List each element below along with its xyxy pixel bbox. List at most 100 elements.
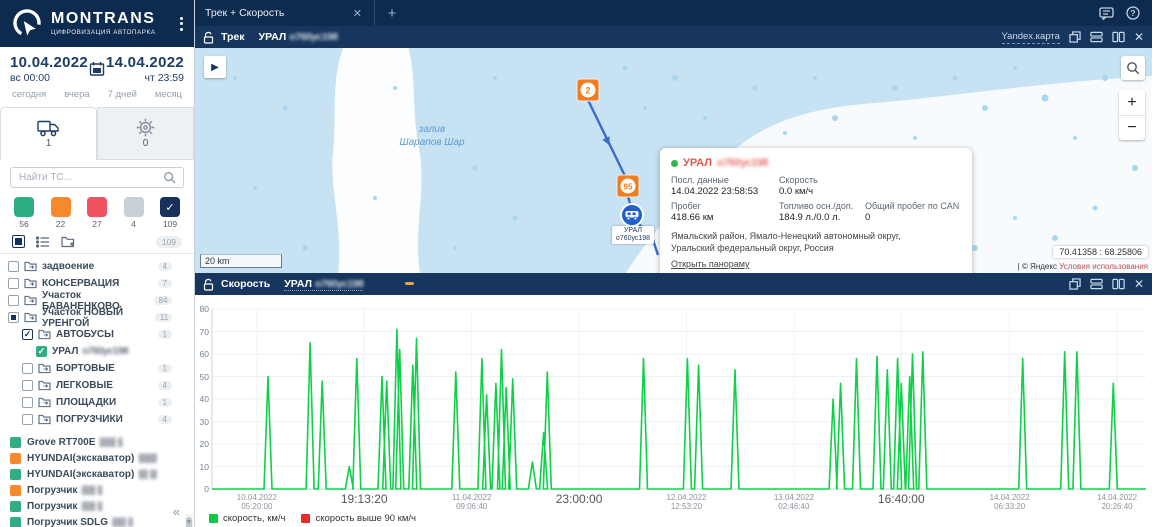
calendar-icon[interactable] <box>89 61 105 77</box>
y-axis-label: 20 <box>199 439 209 449</box>
tab-vehicles[interactable]: 1 <box>0 107 97 160</box>
vehicle-status-square <box>10 436 21 448</box>
scrollbar-thumb[interactable] <box>186 517 192 527</box>
checkbox[interactable] <box>8 261 19 272</box>
map-copyright: | © Яндекс Условия использования <box>1017 262 1148 271</box>
select-all-icon[interactable] <box>12 235 25 248</box>
tree-folder-row[interactable]: Участок БАВАНЕНКОВО 84 <box>0 290 194 312</box>
legend-item-1[interactable]: скорость выше 90 км/ч <box>301 513 416 524</box>
track-marker-end[interactable]: 95 <box>616 174 640 198</box>
split-horizontal-icon[interactable] <box>1090 31 1103 43</box>
checkbox[interactable]: ✓ <box>36 346 47 357</box>
date-to[interactable]: 14.04.2022 чт 23:59 <box>106 54 184 84</box>
vehicle-list-row[interactable]: Grove RT700E ||||||| || <box>0 434 194 450</box>
open-panorama-link[interactable]: Открыть панораму <box>671 259 750 269</box>
play-track-button[interactable]: ▶ <box>204 56 226 78</box>
status-filter-1[interactable]: 22 <box>49 197 73 229</box>
list-view-icon[interactable] <box>36 235 50 248</box>
search-input[interactable] <box>10 167 184 188</box>
vehicle-list-row[interactable]: Погрузчик |||||| || <box>0 482 194 498</box>
checkbox[interactable] <box>22 414 33 425</box>
tree-folder-row[interactable]: КОНСЕРВАЦИЯ 7 <box>0 275 194 292</box>
expand-panel-icon[interactable] <box>1069 278 1081 290</box>
status-filter-0[interactable]: 56 <box>12 197 36 229</box>
tree-scrollbar[interactable]: ▼ <box>185 514 193 527</box>
add-folder-icon[interactable] <box>61 236 76 248</box>
x-axis-tick: 19:13:20 <box>340 492 388 506</box>
x-axis-tick: 23:00:00 <box>555 492 603 506</box>
vehicle-status-square <box>10 516 21 527</box>
help-icon[interactable]: ? <box>1126 6 1140 20</box>
track-marker-start[interactable]: 2 <box>576 78 600 102</box>
quick-range-1[interactable]: вчера <box>64 89 90 100</box>
checkbox[interactable] <box>22 397 33 408</box>
quick-range-3[interactable]: месяц <box>154 89 182 100</box>
map-search-button[interactable] <box>1121 56 1145 80</box>
mileage-value: 418.66 км <box>671 212 714 223</box>
legend-item-0[interactable]: скорость, км/ч <box>209 513 285 524</box>
scrollbar-down-icon[interactable]: ▼ <box>185 519 193 526</box>
x-axis-tick: 13.04.2022 02:46:40 <box>773 493 814 511</box>
status-filter-2[interactable]: 27 <box>85 197 109 229</box>
checkbox[interactable] <box>8 295 19 306</box>
vehicle-list-row[interactable]: HYUNDAI(экскаватор) |||| ||| <box>0 466 194 482</box>
search-box <box>0 160 194 193</box>
tree-folder-row[interactable]: ПОГРУЗЧИКИ 4 <box>0 411 194 428</box>
panel-resize-handle[interactable] <box>405 282 414 285</box>
tree-folder-row[interactable]: ПЛОЩАДКИ 1 <box>0 394 194 411</box>
expand-panel-icon[interactable] <box>1069 31 1081 43</box>
tree-folder-row[interactable]: Участок НОВЫЙ УРЕНГОЙ 11 <box>0 307 194 329</box>
checkbox[interactable] <box>22 363 33 374</box>
map-vehicle-plate: о760ус198 <box>289 31 338 43</box>
date-from[interactable]: 10.04.2022 вс 00:00 <box>10 54 88 84</box>
checkbox[interactable] <box>8 278 19 289</box>
tab-equipment[interactable]: 0 <box>97 107 194 160</box>
close-map-panel-icon[interactable]: ✕ <box>1133 30 1144 44</box>
date-to-value[interactable]: 14.04.2022 <box>105 54 184 71</box>
split-horizontal-icon[interactable] <box>1090 278 1103 290</box>
checkbox[interactable] <box>8 312 19 323</box>
zoom-out-button[interactable]: − <box>1119 115 1145 140</box>
tree-folder-row[interactable]: БОРТОВЫЕ 1 <box>0 360 194 377</box>
speed-chart[interactable]: скорость, км/ч скорость выше 90 км/ч 0 10 2… <box>195 295 1152 527</box>
vehicle-status-square <box>10 500 21 512</box>
date-from-value[interactable]: 10.04.2022 <box>10 54 89 71</box>
quick-range-2[interactable]: 7 дней <box>107 89 137 100</box>
tab-label: Трек + Скорость <box>205 7 285 19</box>
map-coordinates: 70.41358 : 68.25806 <box>1053 246 1148 258</box>
status-filter-3[interactable]: 4 <box>122 197 146 229</box>
checkbox[interactable]: ✓ <box>22 329 33 340</box>
map-vehicle-label[interactable]: УРАЛ о760ус198 <box>258 31 339 43</box>
status-filter-4[interactable]: ✓ 109 <box>158 197 182 229</box>
new-tab-button[interactable]: + <box>387 4 397 22</box>
tree-folder-row[interactable]: ЛЕГКОВЫЕ 4 <box>0 377 194 394</box>
zoom-in-button[interactable]: + <box>1127 93 1137 111</box>
vehicle-list-row[interactable]: HYUNDAI(экскаватор) |||||||| <box>0 450 194 466</box>
collapse-sidebar-button[interactable]: « <box>172 504 180 519</box>
tree-folder-row[interactable]: задвоение 4 <box>0 258 194 275</box>
terms-of-use-link[interactable]: Условия использования <box>1059 262 1148 271</box>
close-chart-panel-icon[interactable]: ✕ <box>1133 277 1144 291</box>
quick-range-0[interactable]: сегодня <box>12 89 47 100</box>
vehicle-list-row[interactable]: Погрузчик SDLG |||||| || <box>0 514 194 527</box>
chat-icon[interactable] <box>1099 6 1114 20</box>
tree-label: БОРТОВЫЕ <box>56 363 115 374</box>
map-panel-header: Трек УРАЛ о760ус198 Yandex.карта ✕ <box>195 26 1152 48</box>
car-marker[interactable] <box>620 203 644 227</box>
split-vertical-icon[interactable] <box>1112 278 1125 290</box>
vehicle-list-row[interactable]: Погрузчик |||||| || <box>0 498 194 514</box>
unlock-icon[interactable] <box>203 278 214 291</box>
tree-vehicle-row[interactable]: ✓ УРАЛ о760ус198 <box>0 343 194 360</box>
map[interactable]: 2 95 залив Шарапов Шар <box>195 48 1152 273</box>
checkbox[interactable] <box>22 380 33 391</box>
sidebar-menu-kebab-icon[interactable] <box>174 15 188 33</box>
unlock-icon[interactable] <box>203 31 214 44</box>
map-provider-select[interactable]: Yandex.карта <box>1001 30 1060 44</box>
chart-vehicle-label[interactable]: УРАЛ о760ус198 <box>284 277 364 291</box>
y-axis-label: 10 <box>199 461 209 472</box>
tree-folder-row[interactable]: ✓ АВТОБУСЫ 1 <box>0 326 194 343</box>
tab-track-speed[interactable]: Трек + Скорость ✕ <box>195 0 375 26</box>
tab-close-icon[interactable]: ✕ <box>352 7 362 20</box>
split-vertical-icon[interactable] <box>1112 31 1125 43</box>
category-tabs: 1 0 <box>0 107 194 160</box>
